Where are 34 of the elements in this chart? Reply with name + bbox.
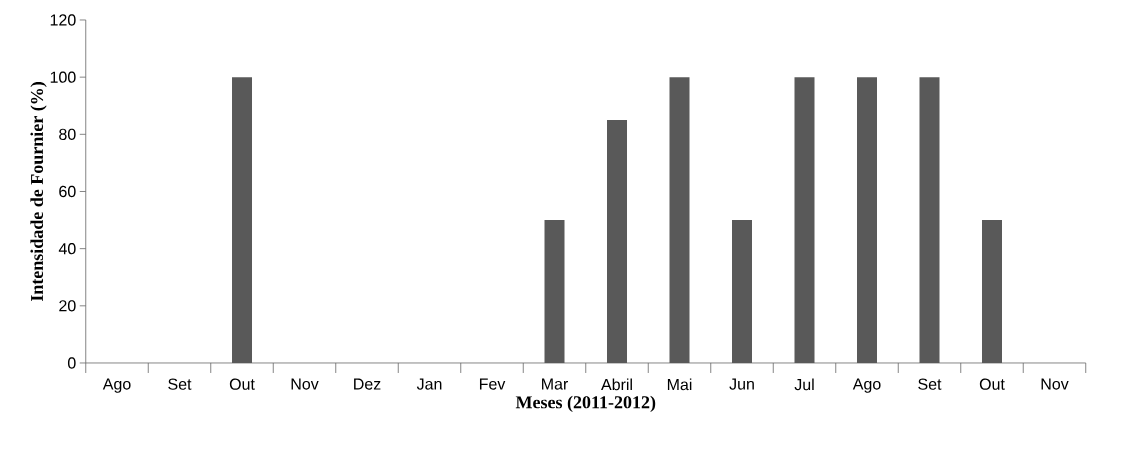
- x-tick-label: Dez: [354, 378, 381, 390]
- y-tick-label: 40: [58, 242, 76, 255]
- x-tick-label: Mar: [542, 378, 569, 390]
- x-tick-label: Nov: [1041, 378, 1069, 390]
- x-tick-label: Set: [918, 378, 942, 390]
- y-tick-label: 80: [59, 128, 76, 140]
- x-tick-label: Jul: [794, 378, 814, 391]
- bar: [732, 220, 752, 363]
- bar: [919, 77, 940, 363]
- y-axis-title: Intensidade de Fournier (%): [30, 82, 47, 302]
- x-tick-label: Ago: [852, 378, 881, 393]
- y-tick-label: 0: [67, 357, 76, 369]
- x-tick-label: Abril: [601, 378, 632, 391]
- bar: [607, 120, 627, 363]
- x-tick-label: Fev: [479, 378, 506, 390]
- x-tick-label: Set: [168, 378, 192, 390]
- x-tick-label: Jan: [416, 378, 442, 390]
- x-tick-label: Out: [979, 378, 1005, 390]
- bar: [232, 77, 253, 363]
- bar: [669, 77, 690, 363]
- x-axis-title: Meses (2011-2012): [515, 395, 656, 412]
- x-tick-label: Out: [229, 378, 255, 390]
- y-tick-label: 20: [59, 300, 76, 312]
- bar: [982, 220, 1002, 363]
- bar: [544, 220, 565, 363]
- x-tick-label: Ago: [102, 378, 131, 393]
- x-tick-label: Mai: [667, 378, 692, 391]
- bar: [794, 77, 815, 363]
- y-tick-label: 60: [59, 185, 76, 198]
- y-tick-label: 120: [50, 14, 76, 26]
- y-tick-label: 100: [50, 71, 76, 83]
- x-tick-label: Nov: [291, 378, 319, 390]
- x-tick-label: Jun: [729, 378, 754, 390]
- bar: [857, 77, 877, 363]
